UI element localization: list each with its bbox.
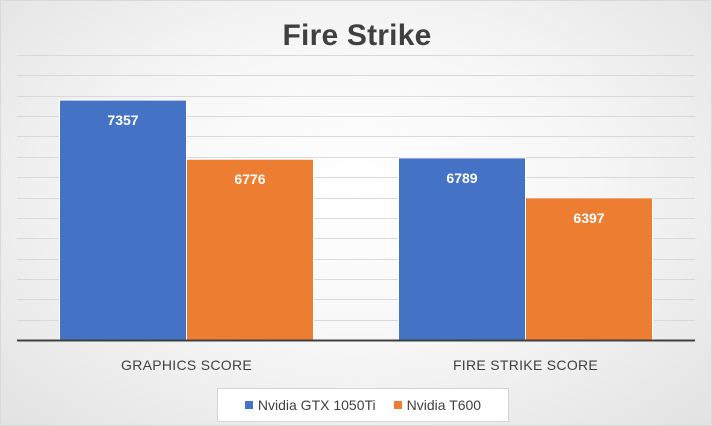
chart-legend: Nvidia GTX 1050Ti Nvidia T600 [217,388,509,422]
category-label: FIRE STRIKE SCORE [453,357,598,373]
bar-1-1 [525,197,653,341]
legend-swatch [244,401,253,409]
bar-0-0 [59,99,187,341]
legend-label: Nvidia GTX 1050Ti [257,397,376,413]
bar-1-0 [398,157,526,341]
legend-item: Nvidia GTX 1050Ti [244,397,376,413]
chart-title: Fire Strike [282,19,432,52]
legend-swatch [393,401,402,409]
category-label: GRAPHICS SCORE [121,357,252,373]
data-label: 7357 [107,112,138,128]
legend-item: Nvidia T600 [393,397,482,413]
data-label: 6776 [234,171,265,187]
bar-0-1 [186,158,314,341]
data-label: 6789 [446,170,477,186]
data-label: 6397 [573,210,604,226]
legend-label: Nvidia T600 [406,397,482,413]
